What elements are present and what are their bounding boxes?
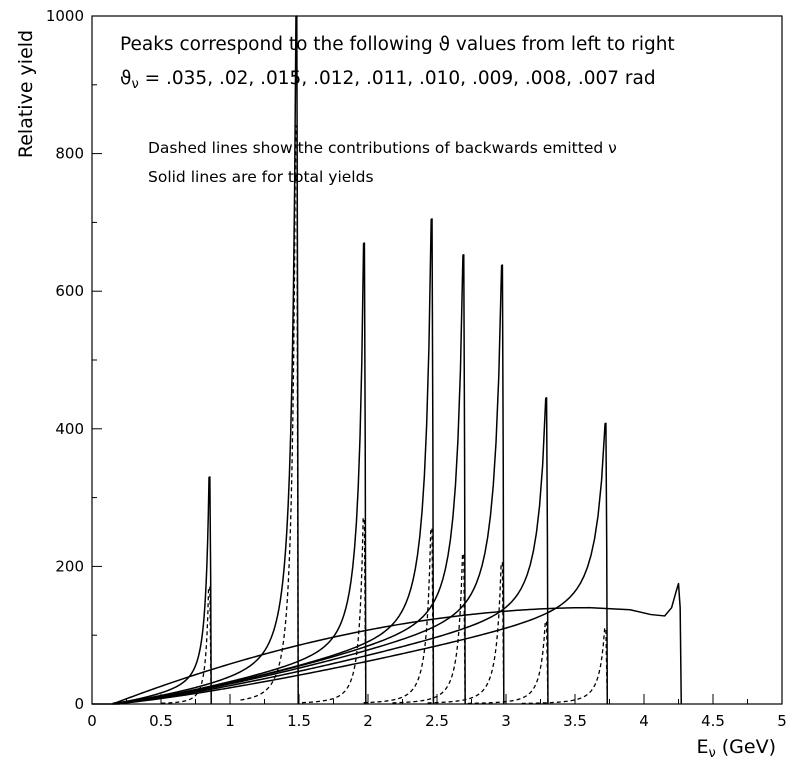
y-tick-label: 0 <box>74 695 84 713</box>
x-tick-label: 3 <box>501 712 511 730</box>
y-axis-title: Relative yield <box>15 30 37 158</box>
y-tick-label: 400 <box>55 420 84 438</box>
solid-yield-curve <box>112 476 212 705</box>
x-tick-label: 1.5 <box>287 712 311 730</box>
dashed-backward-curve <box>521 627 608 705</box>
x-tick-label: 5 <box>777 712 787 730</box>
dashed-backward-curve <box>301 517 367 705</box>
x-tick-label: 2 <box>363 712 373 730</box>
solid-yield-curve <box>112 422 609 705</box>
annotation-theta-values: ϑν = .035, .02, .015, .012, .011, .010, … <box>120 68 656 92</box>
annotation-peaks-line: Peaks correspond to the following ϑ valu… <box>120 34 675 55</box>
dashed-backward-curve <box>427 562 505 705</box>
axis-ticks: 0 0.5 1 1.5 2 2.5 3 3.5 4 4.5 5 0 200 400 600 800 1000 <box>46 7 787 730</box>
x-tick-label: 4 <box>639 712 649 730</box>
dashed-backward-curve <box>161 586 212 705</box>
solid-yield-curve <box>112 242 367 705</box>
y-tick-label: 1000 <box>46 7 84 25</box>
annotation-solid-legend: Solid lines are for total yields <box>148 168 374 186</box>
x-tick-label: 3.5 <box>563 712 587 730</box>
solid-yield-curve <box>112 397 549 705</box>
curves <box>92 15 683 705</box>
x-tick-label: 1 <box>225 712 235 730</box>
y-tick-label: 800 <box>55 145 84 163</box>
dashed-backward-curve <box>363 527 435 705</box>
x-tick-label: 0 <box>87 712 97 730</box>
dashed-backward-curve <box>392 553 466 705</box>
y-tick-label: 600 <box>55 282 84 300</box>
dashed-backward-curve <box>467 620 549 705</box>
x-axis-title: Eν (GeV) <box>696 736 776 761</box>
x-tick-label: 4.5 <box>701 712 725 730</box>
x-tick-label: 2.5 <box>425 712 449 730</box>
y-tick-label: 200 <box>55 557 84 575</box>
solid-yield-curve <box>112 264 505 705</box>
x-tick-label: 0.5 <box>149 712 173 730</box>
solid-yield-curve <box>112 582 683 705</box>
dashed-backward-curve <box>240 125 299 705</box>
plot-frame <box>91 15 783 705</box>
annotation-dashed-legend: Dashed lines show the contributions of b… <box>148 139 617 157</box>
